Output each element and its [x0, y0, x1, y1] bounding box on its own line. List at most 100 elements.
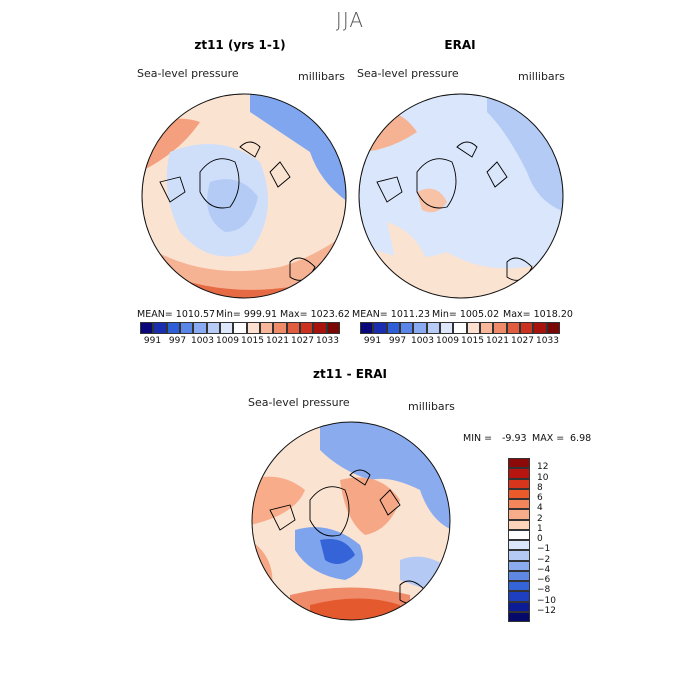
- diff-strong-negative-central: [320, 539, 355, 564]
- right-variable-label: Sea-level pressure: [357, 67, 459, 80]
- left-inner-low: [207, 179, 258, 232]
- diff-coastlines: [269, 469, 426, 604]
- left-colorbar: [140, 322, 340, 334]
- diff-strong-positive-south: [310, 598, 400, 620]
- left-coastlines: [159, 141, 316, 281]
- left-max: Max= 1023.62: [280, 309, 350, 320]
- colorbar-tick-label: 1033: [316, 336, 339, 346]
- colorbar-tick-label: 997: [168, 336, 187, 346]
- colorbar-swatch: [313, 322, 327, 334]
- colorbar-swatch: [466, 322, 480, 334]
- left-mean: MEAN= 1010.57: [137, 309, 216, 320]
- right-max: Max= 1018.20: [503, 309, 573, 320]
- diff-panel-title: zt11 - ERAI: [313, 367, 387, 381]
- left-polar-map: [141, 93, 347, 299]
- right-high-pressure-west: [387, 222, 427, 267]
- colorbar-swatch: [453, 322, 467, 334]
- diff-colorbar-labels: 12 10 8 6 4 2 1 0 −1 −2 −4 −6 −8 −10 −12: [537, 458, 577, 622]
- colorbar-tick-label: 1021: [486, 336, 509, 346]
- diff-colorbar-tick-label: −6: [537, 575, 551, 585]
- diff-colorbar-tick-label: −8: [537, 585, 551, 596]
- colorbar-swatch: [260, 322, 274, 334]
- colorbar-tick-label: 1015: [461, 336, 484, 346]
- diff-min-label: MIN =: [463, 433, 493, 444]
- diff-colorbar-swatch: [508, 488, 530, 499]
- diff-colorbar-swatch: [508, 550, 530, 561]
- diff-polar-map: [251, 421, 451, 621]
- diff-variable-label: Sea-level pressure: [248, 396, 350, 409]
- colorbar-swatch: [413, 322, 427, 334]
- right-polar-map: [358, 93, 564, 299]
- colorbar-swatch: [300, 322, 314, 334]
- colorbar-tick-label: 1027: [291, 336, 314, 346]
- right-units-label: millibars: [518, 70, 565, 83]
- colorbar-swatch: [166, 322, 180, 334]
- right-map-border: [358, 93, 564, 299]
- diff-colorbar-tick-label: 2: [537, 513, 543, 524]
- diff-colorbar-tick-label: 8: [537, 482, 543, 493]
- diff-colorbar-swatch: [508, 560, 530, 571]
- colorbar-swatch: [326, 322, 340, 334]
- colorbar-swatch: [286, 322, 300, 334]
- colorbar-swatch: [400, 322, 414, 334]
- right-colorbar-labels: 991 997 1003 1009 1015 1021 1027 1033: [360, 336, 560, 348]
- colorbar-swatch: [493, 322, 507, 334]
- colorbar-swatch: [220, 322, 234, 334]
- colorbar-swatch: [206, 322, 220, 334]
- colorbar-swatch: [426, 322, 440, 334]
- colorbar-tick-label: 991: [363, 336, 382, 346]
- colorbar-swatch: [373, 322, 387, 334]
- colorbar-tick-label: 1003: [411, 336, 434, 346]
- colorbar-tick-label: 991: [143, 336, 162, 346]
- right-colorbar: [360, 322, 560, 334]
- diff-colorbar-swatch: [508, 478, 530, 489]
- colorbar-tick-label: 1021: [266, 336, 289, 346]
- colorbar-swatch: [153, 322, 167, 334]
- diff-colorbar: [508, 458, 530, 622]
- colorbar-swatch: [506, 322, 520, 334]
- colorbar-tick-label: 1027: [511, 336, 534, 346]
- colorbar-swatch: [273, 322, 287, 334]
- diff-colorbar-tick-label: −1: [537, 544, 551, 555]
- diff-positive-arctic: [340, 477, 400, 535]
- diff-colorbar-swatch: [508, 499, 530, 510]
- right-coastlines: [376, 141, 533, 281]
- diff-colorbar-swatch: [508, 601, 530, 612]
- left-variable-label: Sea-level pressure: [137, 67, 239, 80]
- diff-colorbar-swatch: [508, 529, 530, 540]
- colorbar-swatch: [480, 322, 494, 334]
- colorbar-tick-label: 1015: [241, 336, 264, 346]
- diff-colorbar-tick-label: −2: [537, 554, 551, 565]
- right-panel-title: ERAI: [444, 38, 476, 52]
- colorbar-swatch: [246, 322, 260, 334]
- left-min: Min= 999.91: [216, 309, 278, 320]
- diff-max-label: MAX =: [532, 433, 565, 444]
- diff-colorbar-swatch: [508, 519, 530, 530]
- colorbar-swatch: [386, 322, 400, 334]
- colorbar-swatch: [180, 322, 194, 334]
- page-title: JJA: [335, 8, 365, 32]
- colorbar-swatch: [440, 322, 454, 334]
- colorbar-tick-label: 1009: [216, 336, 239, 346]
- diff-colorbar-swatch: [508, 581, 530, 592]
- diff-colorbar-tick-label: 6: [537, 493, 543, 503]
- diff-map-border: [251, 421, 451, 621]
- diff-units-label: millibars: [408, 400, 455, 413]
- right-high-pressure-greenland: [417, 188, 447, 213]
- colorbar-swatch: [193, 322, 207, 334]
- diff-positive-west: [252, 476, 305, 525]
- right-min: Min= 1005.02: [432, 309, 500, 320]
- colorbar-swatch: [140, 322, 154, 334]
- colorbar-swatch: [546, 322, 560, 334]
- colorbar-tick-label: 997: [388, 336, 407, 346]
- diff-colorbar-swatch: [508, 591, 530, 602]
- diff-colorbar-swatch: [508, 458, 530, 469]
- diff-colorbar-swatch: [508, 468, 530, 479]
- colorbar-tick-label: 1033: [536, 336, 559, 346]
- diff-colorbar-tick-label: 12: [537, 462, 549, 473]
- diff-colorbar-swatch: [508, 540, 530, 551]
- diff-colorbar-tick-label: 10: [537, 472, 549, 483]
- colorbar-swatch: [360, 322, 374, 334]
- diff-colorbar-tick-label: −4: [537, 564, 551, 575]
- colorbar-tick-label: 1003: [191, 336, 214, 346]
